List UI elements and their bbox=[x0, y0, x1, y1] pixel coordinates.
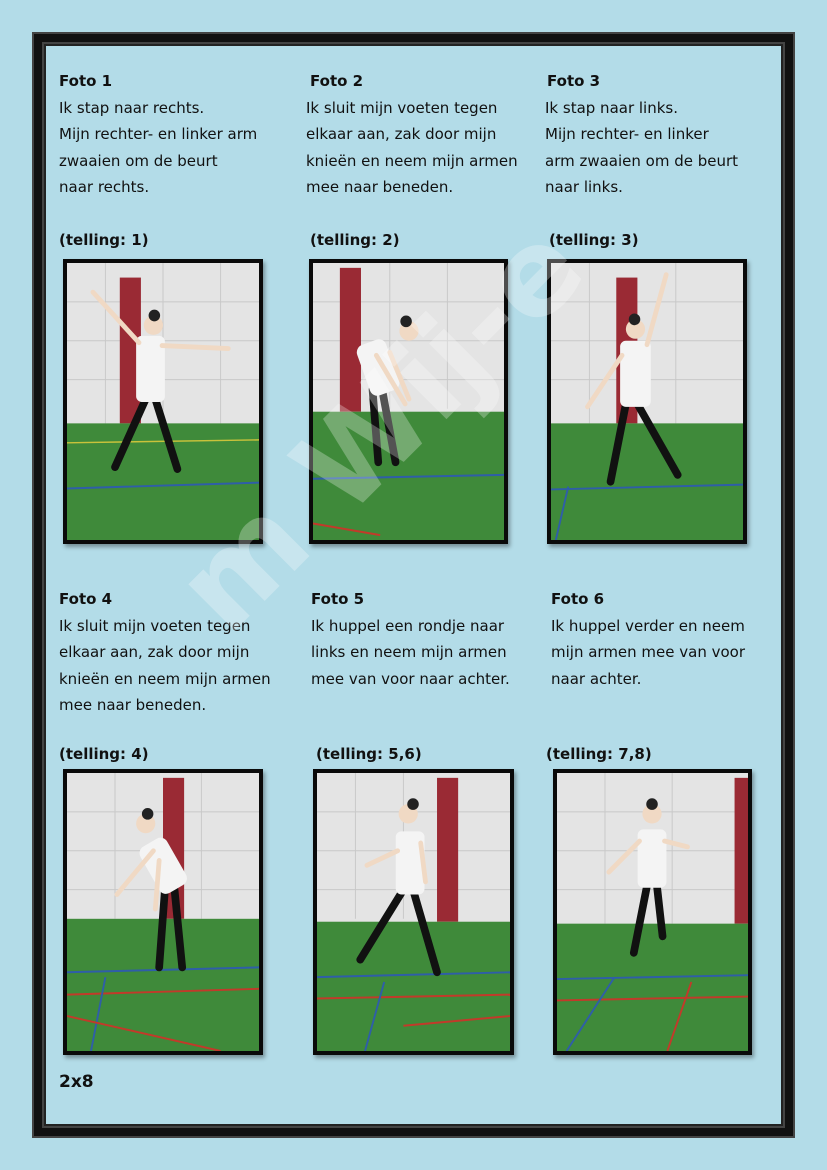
step-6-text: Foto 6 Ik huppel verder en neem mijn arm… bbox=[551, 586, 745, 692]
step-6-title: Foto 6 bbox=[551, 590, 605, 608]
step-4-line: mee naar beneden. bbox=[59, 696, 207, 714]
step-2-line: mee naar beneden. bbox=[306, 178, 454, 196]
step-3-line: Ik stap naar links. bbox=[545, 98, 678, 117]
step-5-line: Ik huppel een rondje naar bbox=[311, 616, 505, 635]
step-3-line: naar links. bbox=[545, 178, 623, 196]
step-6-line: Ik huppel verder en neem bbox=[551, 616, 745, 635]
footer-repeat-count: 2x8 bbox=[59, 1072, 94, 1092]
step-3-line: arm zwaaien om de beurt bbox=[545, 151, 739, 170]
step-4-line: knieën en neem mijn armen bbox=[59, 669, 271, 688]
step-6-count: (telling: 7,8) bbox=[546, 745, 652, 763]
step-2-line: knieën en neem mijn armen bbox=[306, 151, 518, 170]
step-4-line: elkaar aan, zak door mijn bbox=[59, 643, 250, 661]
step-3-line: Mijn rechter- en linker bbox=[545, 125, 709, 143]
step-4-count: (telling: 4) bbox=[59, 745, 149, 763]
step-6-line: naar achter. bbox=[551, 669, 642, 688]
step-1-line: Mijn rechter- en linker arm bbox=[59, 125, 258, 143]
step-3-count: (telling: 3) bbox=[549, 231, 639, 249]
photo-1 bbox=[63, 259, 263, 544]
step-2-line: Ik sluit mijn voeten tegen bbox=[306, 98, 498, 117]
photo-5 bbox=[313, 769, 514, 1055]
step-3-title: Foto 3 bbox=[547, 72, 601, 90]
photo-4 bbox=[63, 769, 263, 1055]
step-2-count: (telling: 2) bbox=[310, 231, 400, 249]
step-3-text: Foto 3 Ik stap naar links. Mijn rechter-… bbox=[545, 68, 738, 201]
page-border bbox=[34, 34, 793, 1136]
photo-3 bbox=[547, 259, 747, 544]
step-1-count: (telling: 1) bbox=[59, 231, 149, 249]
step-1-line: zwaaien om de beurt bbox=[59, 151, 218, 170]
photo-6 bbox=[553, 769, 752, 1055]
step-2-title: Foto 2 bbox=[310, 72, 364, 90]
page-inner-border bbox=[44, 44, 783, 1126]
step-5-title: Foto 5 bbox=[311, 590, 365, 608]
step-2-text: Foto 2 Ik sluit mijn voeten tegen elkaar… bbox=[306, 68, 518, 201]
step-5-count: (telling: 5,6) bbox=[316, 745, 422, 763]
step-1-line: Ik stap naar rechts. bbox=[59, 98, 205, 117]
step-5-text: Foto 5 Ik huppel een rondje naar links e… bbox=[311, 586, 510, 692]
photo-2 bbox=[309, 259, 508, 544]
step-6-line: mijn armen mee van voor bbox=[551, 643, 746, 661]
step-1-text: Foto 1 Ik stap naar rechts. Mijn rechter… bbox=[59, 68, 257, 201]
step-1-line: naar rechts. bbox=[59, 178, 150, 196]
step-5-line: mee van voor naar achter. bbox=[311, 669, 510, 688]
step-1-title: Foto 1 bbox=[59, 72, 113, 90]
step-2-line: elkaar aan, zak door mijn bbox=[306, 125, 497, 143]
step-4-title: Foto 4 bbox=[59, 590, 113, 608]
step-4-line: Ik sluit mijn voeten tegen bbox=[59, 616, 251, 635]
step-4-text: Foto 4 Ik sluit mijn voeten tegen elkaar… bbox=[59, 586, 271, 719]
step-5-line: links en neem mijn armen bbox=[311, 643, 507, 661]
